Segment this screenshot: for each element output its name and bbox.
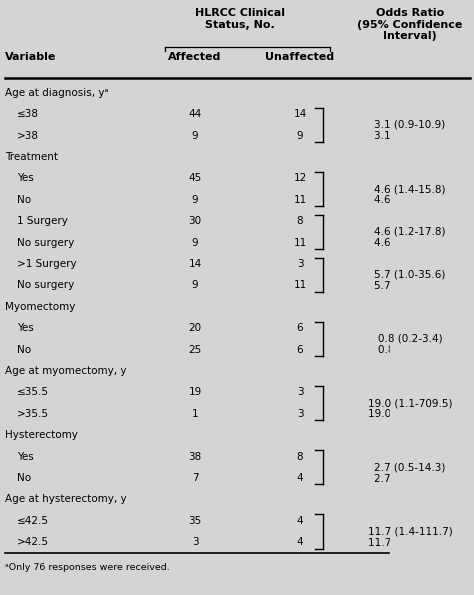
Text: No: No [17, 345, 31, 355]
Text: 11.7 (1.4-111.7): 11.7 (1.4-111.7) [368, 527, 452, 537]
Text: 30: 30 [189, 216, 201, 226]
Text: 3: 3 [297, 259, 303, 269]
Text: 11: 11 [293, 195, 307, 205]
Text: 6: 6 [297, 323, 303, 333]
Text: Age at myomectomy, y: Age at myomectomy, y [5, 366, 127, 376]
Text: 19.0 (1.1-709.5): 19.0 (1.1-709.5) [368, 398, 452, 408]
Text: 1 Surgery: 1 Surgery [17, 216, 68, 226]
Bar [390, 456, 474, 499]
Text: 14: 14 [293, 109, 307, 119]
Bar [390, 328, 474, 371]
Text: 7: 7 [191, 473, 198, 483]
Text: No surgery: No surgery [17, 237, 74, 248]
Text: 3: 3 [297, 409, 303, 419]
Text: Unaffected: Unaffected [265, 52, 335, 62]
Text: 44: 44 [188, 109, 201, 119]
Text: 5.7 (1.0-35.6): 5.7 (1.0-35.6) [374, 280, 446, 290]
Text: No: No [17, 195, 31, 205]
Text: 4: 4 [297, 473, 303, 483]
Text: 11.7 (1.4-111.7): 11.7 (1.4-111.7) [368, 537, 452, 547]
Text: 19: 19 [188, 387, 201, 397]
Text: 9: 9 [191, 130, 198, 140]
Text: Myomectomy: Myomectomy [5, 302, 75, 312]
Text: 45: 45 [188, 173, 201, 183]
Text: 9: 9 [191, 237, 198, 248]
Bar [390, 221, 474, 264]
Text: ᵃOnly 76 responses were received.: ᵃOnly 76 responses were received. [5, 563, 170, 572]
Text: >38: >38 [17, 130, 39, 140]
Text: 4: 4 [297, 537, 303, 547]
Text: 2.7 (0.5-14.3): 2.7 (0.5-14.3) [374, 473, 446, 483]
Text: Yes: Yes [17, 173, 34, 183]
Text: 5.7 (1.0-35.6): 5.7 (1.0-35.6) [374, 270, 446, 280]
Text: 14: 14 [188, 259, 201, 269]
Bar [390, 178, 474, 221]
Text: 4: 4 [297, 516, 303, 526]
Text: 9: 9 [297, 130, 303, 140]
Text: 9: 9 [191, 195, 198, 205]
Text: 20: 20 [189, 323, 201, 333]
Text: 4.6 (1.4-15.8): 4.6 (1.4-15.8) [374, 195, 446, 205]
Text: Odds Ratio
(95% Confidence
Interval): Odds Ratio (95% Confidence Interval) [357, 8, 463, 41]
Text: 0.8 (0.2-3.4): 0.8 (0.2-3.4) [378, 334, 442, 344]
Text: 11: 11 [293, 280, 307, 290]
Text: 8: 8 [297, 452, 303, 462]
Text: 19.0 (1.1-709.5): 19.0 (1.1-709.5) [368, 409, 452, 419]
Text: 2.7 (0.5-14.3): 2.7 (0.5-14.3) [374, 462, 446, 472]
Text: 35: 35 [188, 516, 201, 526]
Text: 12: 12 [293, 173, 307, 183]
Bar [390, 521, 474, 563]
Text: >42.5: >42.5 [17, 537, 49, 547]
Text: >35.5: >35.5 [17, 409, 49, 419]
Text: 3: 3 [191, 537, 198, 547]
Text: 9: 9 [191, 280, 198, 290]
Text: Yes: Yes [17, 323, 34, 333]
Text: 11: 11 [293, 237, 307, 248]
Text: 3.1 (0.9-10.9): 3.1 (0.9-10.9) [374, 120, 446, 130]
Text: 3.1 (0.9-10.9): 3.1 (0.9-10.9) [374, 130, 446, 140]
Text: Treatment: Treatment [5, 152, 58, 162]
Text: Hysterectomy: Hysterectomy [5, 430, 78, 440]
Text: Variable: Variable [5, 52, 56, 62]
Text: Yes: Yes [17, 452, 34, 462]
Text: HLRCC Clinical
Status, No.: HLRCC Clinical Status, No. [195, 8, 285, 30]
Text: 3: 3 [297, 387, 303, 397]
Text: >1 Surgery: >1 Surgery [17, 259, 77, 269]
Text: 1: 1 [191, 409, 198, 419]
Text: 6: 6 [297, 345, 303, 355]
Text: ≤35.5: ≤35.5 [17, 387, 49, 397]
Text: Age at diagnosis, yᵃ: Age at diagnosis, yᵃ [5, 87, 109, 98]
Bar [390, 264, 474, 307]
Text: ≤38: ≤38 [17, 109, 39, 119]
Text: 25: 25 [188, 345, 201, 355]
Text: 4.6 (1.4-15.8): 4.6 (1.4-15.8) [374, 184, 446, 194]
Text: 38: 38 [188, 452, 201, 462]
Text: ≤42.5: ≤42.5 [17, 516, 49, 526]
Text: No: No [17, 473, 31, 483]
Text: 4.6 (1.2-17.8): 4.6 (1.2-17.8) [374, 237, 446, 248]
Text: Age at hysterectomy, y: Age at hysterectomy, y [5, 494, 127, 505]
Text: Affected: Affected [168, 52, 222, 62]
Bar [390, 114, 474, 157]
Text: 4.6 (1.2-17.8): 4.6 (1.2-17.8) [374, 227, 446, 237]
Text: 0.8 (0.2-3.4): 0.8 (0.2-3.4) [378, 345, 442, 355]
Bar [390, 393, 474, 436]
Text: 8: 8 [297, 216, 303, 226]
Text: No surgery: No surgery [17, 280, 74, 290]
